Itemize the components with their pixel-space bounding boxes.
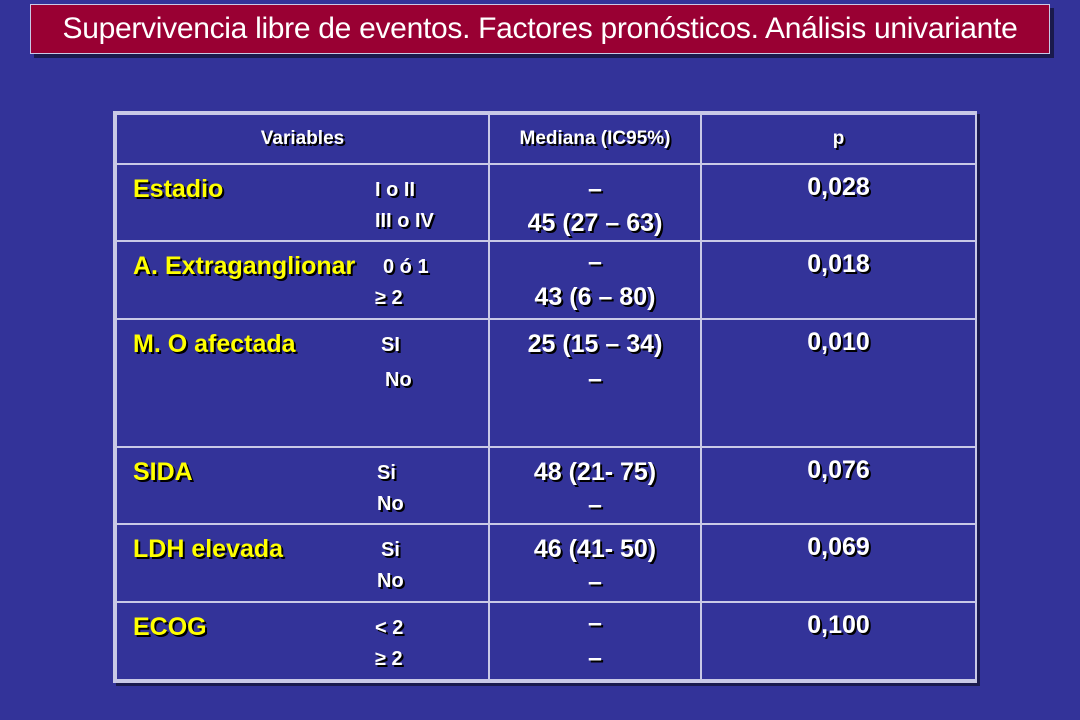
table-row: M. O afectada SI No 25 (15 – 34) – 0,010 bbox=[115, 318, 977, 448]
variable-cell: M. O afectada SI No bbox=[115, 318, 490, 448]
variable-name: M. O afectada bbox=[133, 330, 296, 359]
median-cell: 25 (15 – 34) – bbox=[488, 318, 702, 448]
table-row: ECOG < 2 ≥ 2 – – 0,100 bbox=[115, 600, 977, 682]
variable-name: ECOG bbox=[133, 612, 207, 641]
median-1: – bbox=[588, 608, 602, 637]
variable-name: SIDA bbox=[133, 457, 193, 486]
category-1: < 2 bbox=[375, 616, 404, 639]
category-2: ≥ 2 bbox=[375, 647, 403, 670]
variable-name: Estadio bbox=[133, 175, 224, 204]
p-value: 0,010 bbox=[700, 318, 977, 448]
variable-cell: A. Extraganglionar 0 ó 1 ≥ 2 bbox=[115, 240, 490, 321]
median-1: 48 (21- 75) bbox=[533, 457, 657, 486]
variable-name: LDH elevada bbox=[133, 534, 284, 563]
table-row: LDH elevada Si No 46 (41- 50) – 0,069 bbox=[115, 522, 977, 603]
slide-title-bar: Supervivencia libre de eventos. Factores… bbox=[30, 4, 1050, 54]
median-2: 45 (27 – 63) bbox=[527, 209, 663, 238]
median-2: – bbox=[588, 643, 602, 672]
category-2: No bbox=[385, 369, 412, 392]
median-cell: 46 (41- 50) – bbox=[488, 522, 702, 603]
variable-name: A. Extraganglionar bbox=[133, 252, 356, 281]
header-variables: Variables bbox=[115, 112, 490, 166]
median-cell: – 45 (27 – 63) bbox=[488, 163, 702, 243]
table-row: Estadio I o II III o IV – 45 (27 – 63) 0… bbox=[115, 163, 977, 243]
median-1: – bbox=[588, 248, 602, 277]
variable-cell: ECOG < 2 ≥ 2 bbox=[115, 600, 490, 682]
category-2: III o IV bbox=[375, 210, 434, 233]
median-2: – bbox=[588, 567, 602, 596]
table-header-row: Variables Mediana (IC95%) p bbox=[115, 112, 977, 166]
category-2: No bbox=[377, 569, 404, 592]
category-1: I o II bbox=[375, 179, 415, 202]
median-1: 46 (41- 50) bbox=[533, 534, 657, 563]
median-cell: 48 (21- 75) – bbox=[488, 445, 702, 525]
category-1: Si bbox=[381, 538, 400, 561]
variable-cell: SIDA Si No bbox=[115, 445, 490, 525]
median-2: – bbox=[588, 365, 602, 394]
median-1: – bbox=[588, 175, 602, 204]
header-p: p bbox=[700, 112, 977, 166]
median-cell: – 43 (6 – 80) bbox=[488, 240, 702, 321]
header-median: Mediana (IC95%) bbox=[488, 112, 702, 166]
p-value: 0,100 bbox=[700, 600, 977, 682]
p-value: 0,018 bbox=[700, 240, 977, 321]
table-row: A. Extraganglionar 0 ó 1 ≥ 2 – 43 (6 – 8… bbox=[115, 240, 977, 321]
p-value: 0,076 bbox=[700, 445, 977, 525]
median-1: 25 (15 – 34) bbox=[527, 330, 663, 359]
category-2: ≥ 2 bbox=[375, 287, 403, 310]
median-2: 43 (6 – 80) bbox=[534, 283, 656, 312]
slide-title: Supervivencia libre de eventos. Factores… bbox=[62, 12, 1018, 45]
category-2: No bbox=[377, 492, 404, 515]
results-table: Variables Mediana (IC95%) p Estadio I o … bbox=[113, 111, 977, 683]
category-1: SI bbox=[381, 334, 400, 357]
category-1: 0 ó 1 bbox=[383, 256, 429, 279]
median-cell: – – bbox=[488, 600, 702, 682]
category-1: Si bbox=[377, 461, 396, 484]
variable-cell: LDH elevada Si No bbox=[115, 522, 490, 603]
table-row: SIDA Si No 48 (21- 75) – 0,076 bbox=[115, 445, 977, 525]
p-value: 0,028 bbox=[700, 163, 977, 243]
median-2: – bbox=[588, 490, 602, 519]
variable-cell: Estadio I o II III o IV bbox=[115, 163, 490, 243]
p-value: 0,069 bbox=[700, 522, 977, 603]
